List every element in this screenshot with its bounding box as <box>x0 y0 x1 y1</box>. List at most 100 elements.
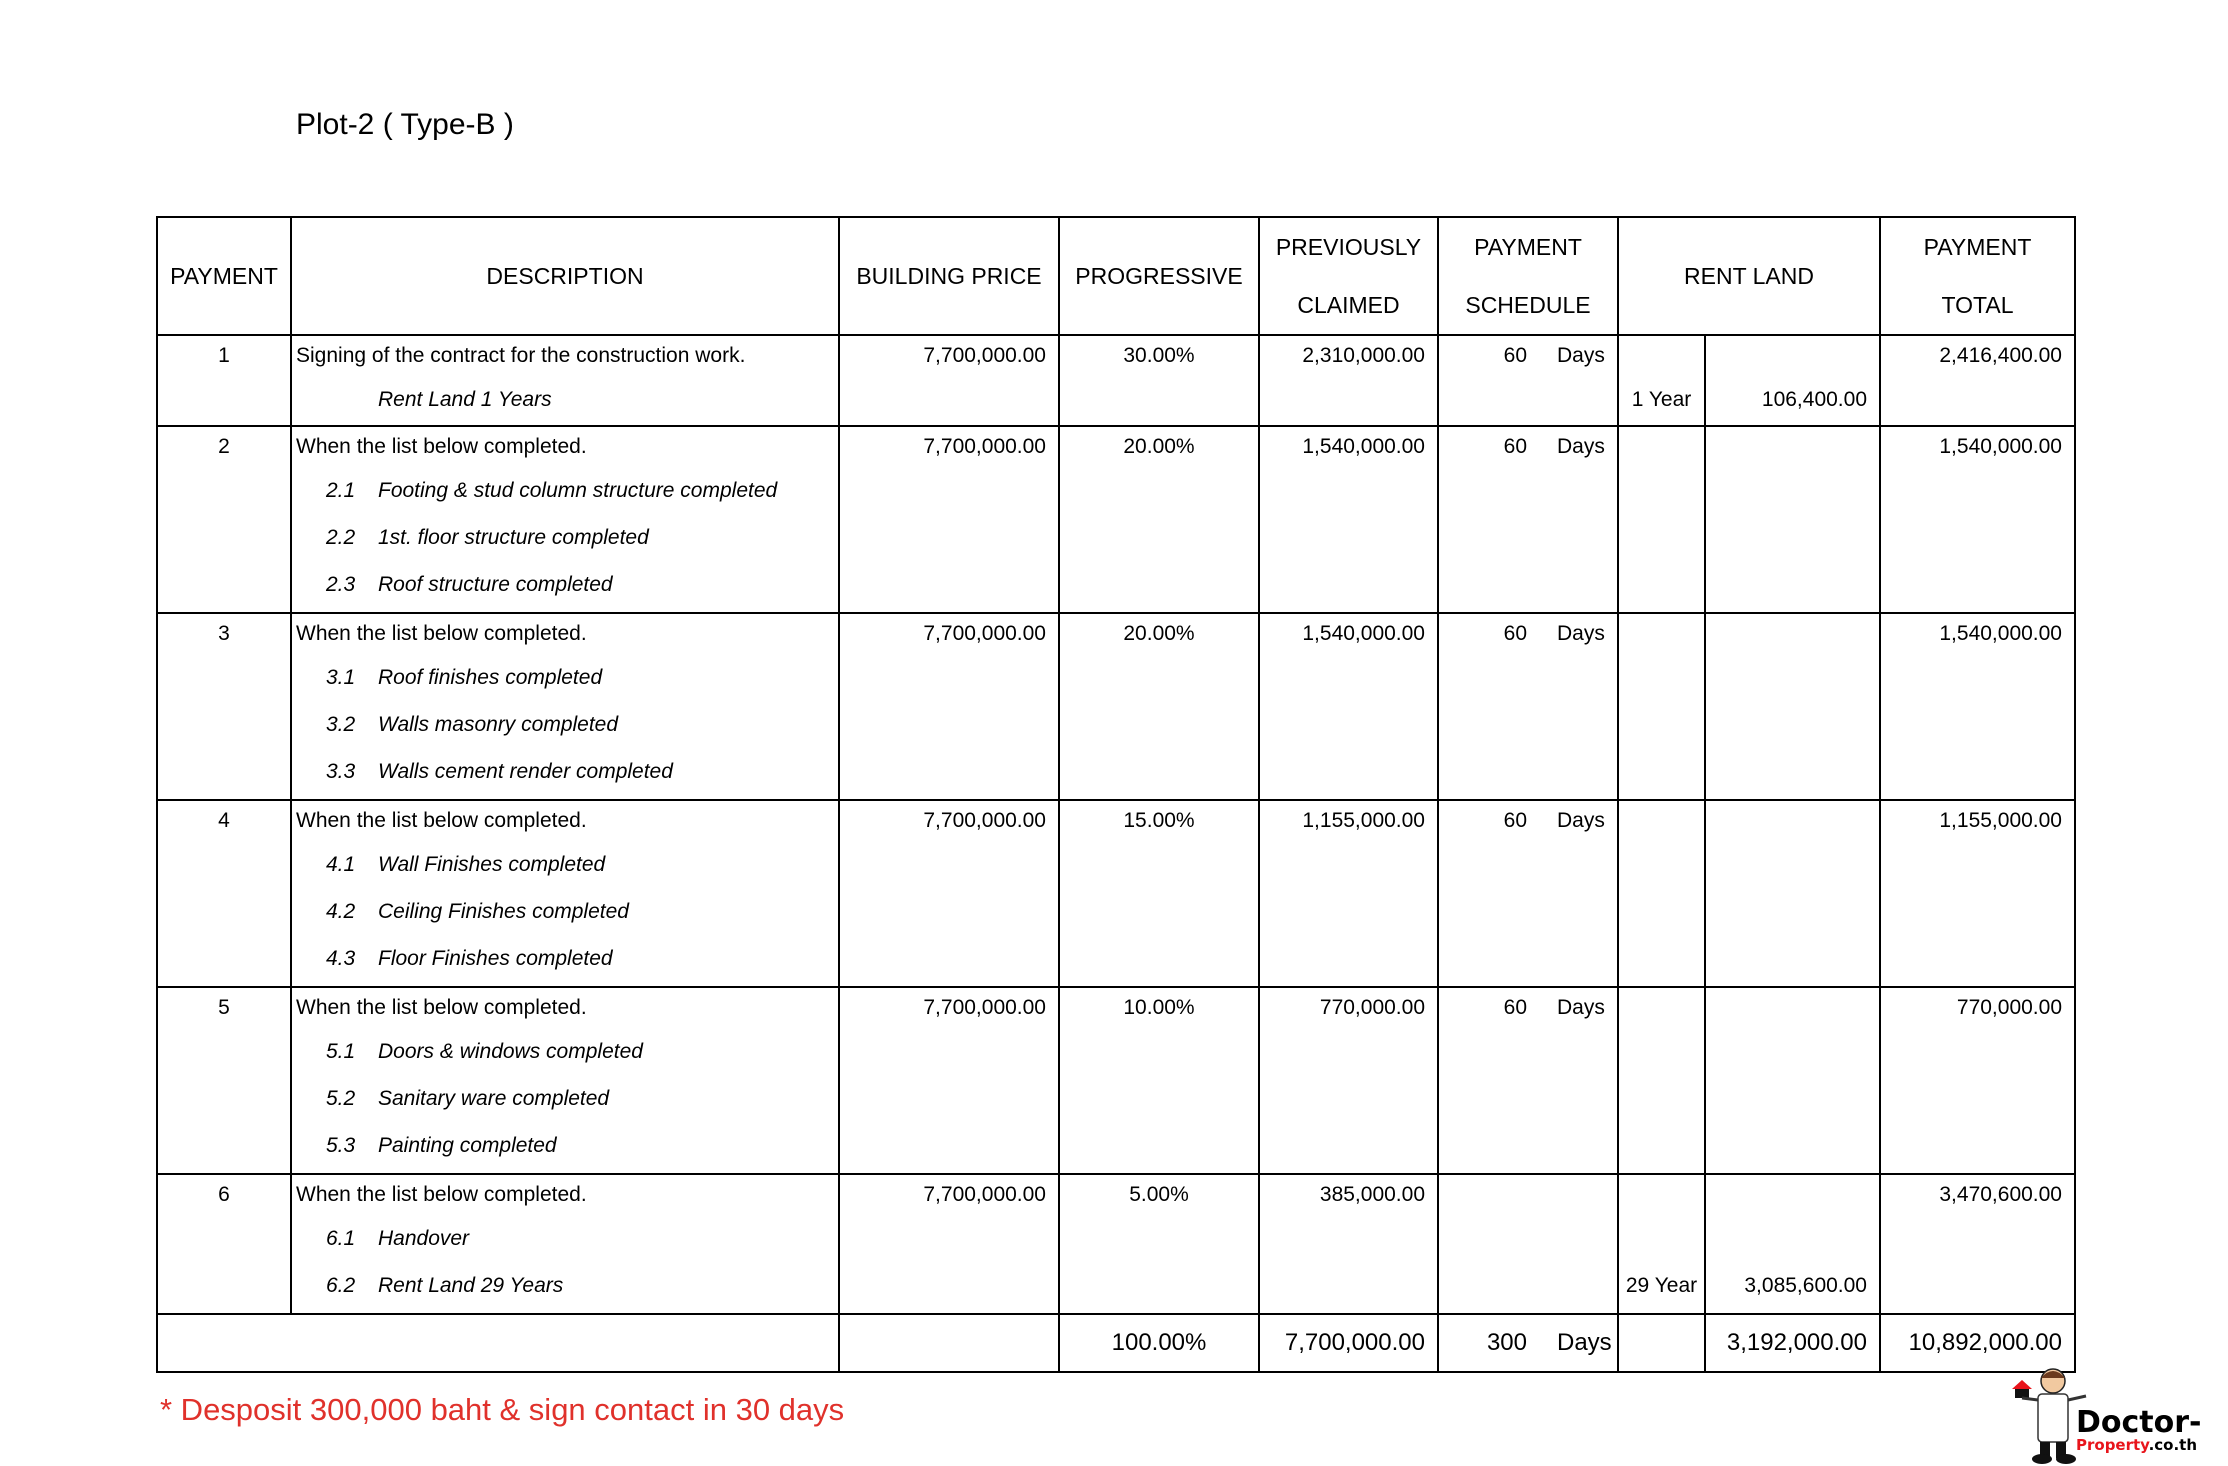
subitem-number: 4.3 <box>326 947 356 970</box>
rent-land-years-cell <box>1617 612 1706 801</box>
schedule-days: 60 <box>1503 622 1527 645</box>
spacer <box>1707 1215 1867 1262</box>
description-subitem: 2.3 Roof structure completed <box>296 561 837 608</box>
rent-land-amount-cell: 106,400.00 <box>1704 334 1881 427</box>
building-price-cell: 7,700,000.00 <box>838 612 1060 801</box>
subitem-number: 2.2 <box>326 526 356 549</box>
grand-total: 10,892,000.00 <box>1879 1313 2076 1373</box>
progressive-percent: 10.00% <box>1123 996 1195 1019</box>
subitem-text: Rent Land 29 Years <box>378 1274 564 1297</box>
header-payment-schedule: PAYMENT SCHEDULE <box>1437 216 1619 336</box>
description-main: When the list below completed. <box>296 435 587 458</box>
total-rent-land: 3,192,000.00 <box>1704 1313 1881 1373</box>
schedule-unit: Days <box>1557 344 1605 367</box>
subitem-number: 2.3 <box>326 573 356 596</box>
description-main: Signing of the contract for the construc… <box>296 344 746 367</box>
previously-claimed: 1,540,000.00 <box>1302 435 1425 458</box>
rent-land-years: 1 Year <box>1631 388 1692 411</box>
building-price-cell: 7,700,000.00 <box>838 1173 1060 1315</box>
table-row: 4 When the list below completed. 4.1 Wall F… <box>156 799 2076 988</box>
schedule-days: 60 <box>1503 344 1527 367</box>
building-price-cell: 7,700,000.00 <box>838 425 1060 614</box>
description-subitem: 5.1 Doors & windows completed <box>296 1028 837 1075</box>
payment-schedule <box>1440 1176 1616 1215</box>
payment-schedule-cell <box>1437 1173 1619 1315</box>
rent-land-amount-cell <box>1704 612 1881 801</box>
description-subitem: 5.2 Sanitary ware completed <box>296 1075 837 1122</box>
total-schedule: 300 Days <box>1437 1313 1619 1373</box>
header-description: DESCRIPTION <box>290 216 840 336</box>
payment-total-cell: 1,540,000.00 <box>1879 612 2076 801</box>
rent-land-amount-cell <box>1704 986 1881 1175</box>
building-price-cell: 7,700,000.00 <box>838 986 1060 1175</box>
description-subitem: Rent Land 1 Years <box>296 376 837 423</box>
rent-land-amount: 3,085,600.00 <box>1744 1274 1867 1297</box>
payment-total: 770,000.00 <box>1956 996 2062 1019</box>
subitem-text: Walls masonry completed <box>378 713 619 736</box>
previously-claimed: 770,000.00 <box>1319 996 1425 1019</box>
subitem-text: Painting completed <box>378 1134 557 1157</box>
payment-total-cell: 770,000.00 <box>1879 986 2076 1175</box>
description-subitem: 6.1 Handover <box>296 1215 837 1262</box>
header-rent-land: RENT LAND <box>1617 216 1881 336</box>
schedule-days: 60 <box>1503 809 1527 832</box>
building-price: 7,700,000.00 <box>923 622 1046 645</box>
description-subitem: 3.3 Walls cement render completed <box>296 748 837 795</box>
schedule-unit: Days <box>1557 996 1605 1019</box>
payment-schedule-cell: 60 Days <box>1437 334 1619 427</box>
schedule-days <box>1440 1176 1527 1215</box>
previously-claimed: 2,310,000.00 <box>1302 344 1425 367</box>
header-text: SCHEDULE <box>1465 292 1591 318</box>
previously-claimed: 1,540,000.00 <box>1302 622 1425 645</box>
description-main: When the list below completed. <box>296 1183 587 1206</box>
payment-number: 4 <box>156 799 292 988</box>
description-cell: When the list below completed. 4.1 Wall Fi… <box>290 799 840 988</box>
totals-blank <box>156 1313 840 1373</box>
payment-schedule-cell: 60 Days <box>1437 986 1619 1175</box>
subitem-number: 5.3 <box>326 1134 356 1157</box>
description-subitem: 2.1 Footing & stud column structure compl… <box>296 467 837 514</box>
payment-schedule-cell: 60 Days <box>1437 612 1619 801</box>
header-payment-total: PAYMENT TOTAL <box>1879 216 2076 336</box>
subitem-text: Sanitary ware completed <box>378 1087 610 1110</box>
building-price: 7,700,000.00 <box>923 344 1046 367</box>
rent-land-amount-cell <box>1704 799 1881 988</box>
subitem-number: 6.1 <box>326 1227 356 1250</box>
deposit-note: * Desposit 300,000 baht & sign contact i… <box>160 1392 845 1427</box>
payment-number-text: 1 <box>218 344 230 367</box>
payment-schedule: 60 Days <box>1440 428 1616 467</box>
doctor-property-logo: Doctor- Property.co.th <box>2012 1368 2202 1464</box>
spacer <box>1620 1215 1703 1262</box>
rent-land-amount-cell: 3,085,600.00 <box>1704 1173 1881 1315</box>
payment-total: 1,540,000.00 <box>1939 435 2062 458</box>
payment-schedule-cell: 60 Days <box>1437 425 1619 614</box>
subitem-text: Floor Finishes completed <box>378 947 613 970</box>
total-days: 300 <box>1486 1329 1527 1356</box>
spacer <box>1620 1176 1703 1215</box>
subitem-number: 5.2 <box>326 1087 356 1110</box>
header-progressive: PROGRESSIVE <box>1058 216 1260 336</box>
progressive-percent: 20.00% <box>1123 622 1195 645</box>
description-cell: When the list below completed. 3.1 Roof fi… <box>290 612 840 801</box>
subitem-text: Ceiling Finishes completed <box>378 900 629 923</box>
progressive-percent-cell: 20.00% <box>1058 612 1260 801</box>
totals-blank <box>838 1313 1060 1373</box>
total-claimed: 7,700,000.00 <box>1258 1313 1439 1373</box>
progressive-percent: 5.00% <box>1129 1183 1189 1206</box>
building-price: 7,700,000.00 <box>923 1183 1046 1206</box>
spacer <box>1620 337 1703 376</box>
schedule-unit <box>1527 1176 1557 1215</box>
description-cell: When the list below completed. 5.1 Doors &… <box>290 986 840 1175</box>
building-price-cell: 7,700,000.00 <box>838 334 1060 427</box>
previously-claimed: 1,155,000.00 <box>1302 809 1425 832</box>
progressive-percent-cell: 20.00% <box>1058 425 1260 614</box>
table-row: 5 When the list below completed. 5.1 Doors … <box>156 986 2076 1175</box>
payment-number: 1 <box>156 334 292 427</box>
header-previously-claimed: PREVIOUSLY CLAIMED <box>1258 216 1439 336</box>
subitem-text: 1st. floor structure completed <box>378 526 649 549</box>
schedule-days: 60 <box>1503 996 1527 1019</box>
header-text: PREVIOUSLY <box>1275 234 1422 260</box>
payment-total-cell: 1,540,000.00 <box>1879 425 2076 614</box>
subitem-text: Rent Land 1 Years <box>378 388 552 411</box>
progressive-percent: 20.00% <box>1123 435 1195 458</box>
